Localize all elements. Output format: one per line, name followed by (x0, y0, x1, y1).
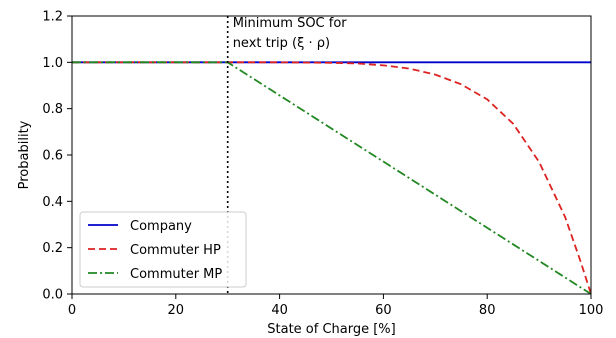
legend-label-commuter-hp: Commuter HP (130, 243, 221, 258)
x-tick-label: 60 (375, 303, 392, 318)
axes-layer: 0 20 40 60 80 100 0.0 0.2 0.4 0.6 0.8 1.0 1.2 State o… (17, 10, 603, 338)
legend-box (79, 211, 247, 288)
min-soc-annotation-line-2: next trip (ξ · ρ) (233, 36, 330, 51)
x-tick-label: 100 (579, 303, 604, 318)
x-tick-label: 20 (168, 303, 185, 318)
y-tick-label: 0.0 (42, 288, 63, 303)
y-tick-label: 1.0 (42, 56, 63, 71)
y-tick-label: 0.2 (42, 241, 63, 256)
y-tick-label: 1.2 (42, 10, 63, 25)
x-tick-label: 40 (271, 303, 288, 318)
y-axis-label: Probability (17, 120, 32, 189)
y-tick-label: 0.8 (42, 102, 63, 117)
y-tick-label: 0.4 (42, 195, 63, 210)
legend-label-commuter-mp: Commuter MP (130, 267, 222, 282)
legend-layer: Company Commuter HP Commuter MP (79, 211, 247, 288)
x-axis-label: State of Charge [%] (267, 322, 395, 337)
series-line-commuter-hp (72, 61, 592, 295)
x-tick-label: 0 (68, 303, 76, 318)
y-tick-label: 0.6 (42, 149, 63, 164)
min-soc-annotation-line-1: Minimum SOC for (233, 16, 348, 31)
x-tick-label: 80 (479, 303, 496, 318)
legend-label-company: Company (130, 219, 192, 234)
